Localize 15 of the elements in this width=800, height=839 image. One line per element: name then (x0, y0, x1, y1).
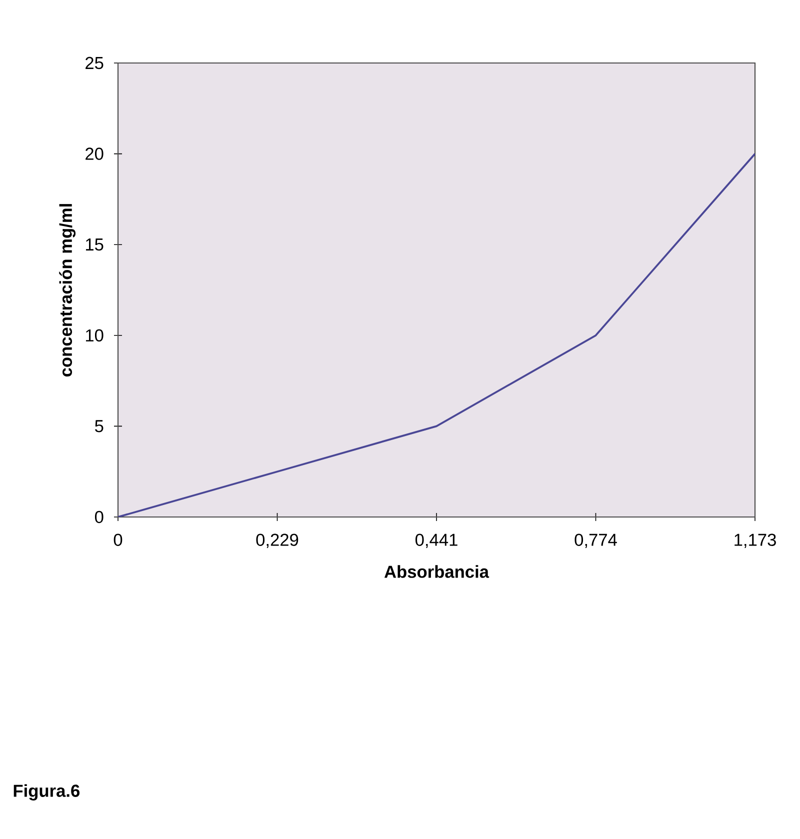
x-tick-label: 1,173 (734, 534, 776, 548)
y-axis-title: concentración mg/ml (59, 204, 76, 376)
x-axis-title: Absorbancia (384, 565, 490, 578)
x-tick-label: 0 (114, 534, 122, 546)
text: Figura.6 (14, 784, 80, 800)
x-tick-label: 0,774 (574, 534, 617, 548)
y-tick-label: 25 (86, 56, 104, 70)
x-tick-label: 0,441 (415, 534, 458, 548)
y-tick-label: 0 (94, 510, 104, 524)
x-tick-label: 0,229 (256, 534, 298, 548)
y-tick-label: 10 (86, 329, 104, 342)
y-tick-label: 5 (95, 420, 104, 432)
y-tick-label: 20 (86, 148, 104, 160)
y-tick-label: 15 (86, 238, 104, 251)
line-series (118, 152, 755, 517)
